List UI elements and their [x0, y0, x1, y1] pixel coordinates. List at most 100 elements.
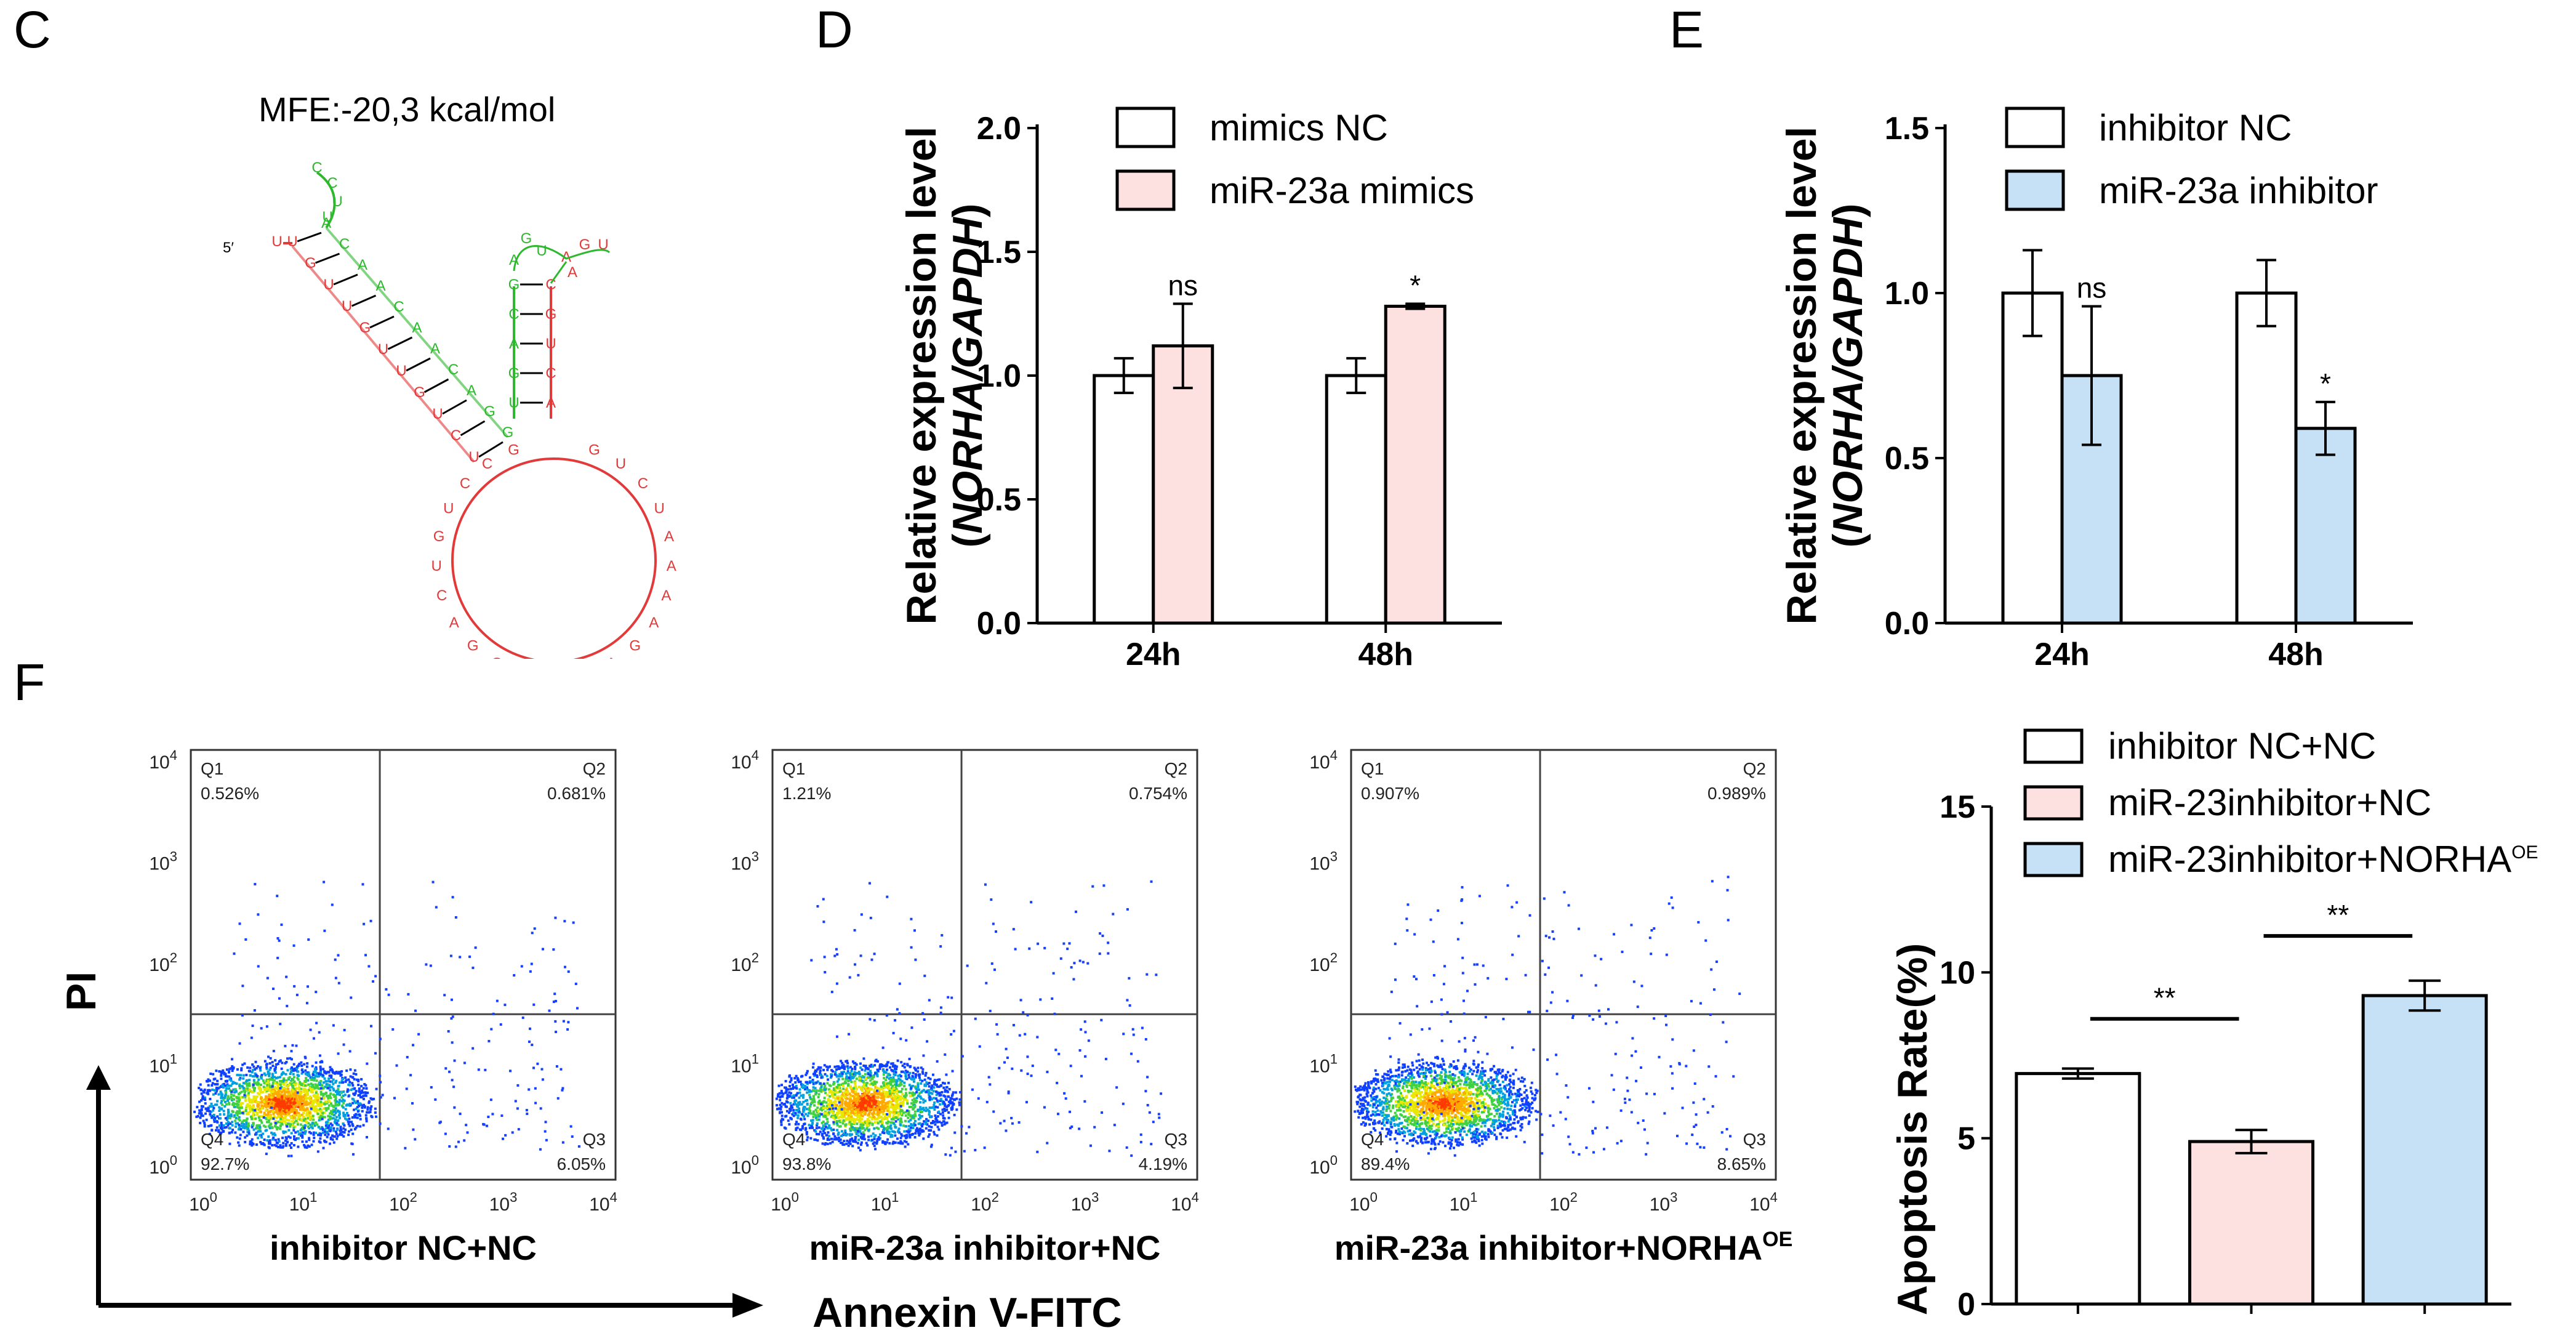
event-dot — [974, 1148, 977, 1151]
event-dot — [448, 1145, 451, 1148]
event-dot — [850, 1111, 853, 1114]
event-dot — [271, 1084, 274, 1087]
event-dot — [284, 1044, 287, 1047]
event-dot — [836, 1080, 839, 1083]
event-dot — [332, 1129, 335, 1132]
event-dot — [313, 1068, 316, 1071]
event-dot — [799, 1081, 802, 1084]
event-dot — [257, 965, 260, 968]
event-dot — [555, 1065, 558, 1068]
event-dot — [291, 1090, 294, 1093]
event-dot — [878, 1090, 881, 1093]
event-dot — [353, 1114, 356, 1118]
base-pair — [406, 357, 431, 372]
event-dot — [819, 1112, 822, 1115]
event-dot — [298, 1086, 301, 1089]
x-tick-label: 101 — [289, 1190, 318, 1215]
event-dot — [828, 1124, 831, 1127]
event-dot — [260, 1115, 263, 1118]
event-dot — [833, 1093, 837, 1096]
event-dot — [354, 1101, 357, 1105]
event-dot — [225, 1103, 228, 1106]
event-dot — [872, 1099, 875, 1102]
event-dot — [253, 1087, 256, 1090]
event-dot — [280, 1067, 283, 1070]
event-dot — [272, 1102, 275, 1105]
event-dot — [944, 1089, 947, 1092]
event-dot — [280, 1090, 283, 1093]
event-dot — [927, 1119, 930, 1122]
event-dot — [273, 1115, 276, 1118]
event-dot — [302, 1105, 305, 1108]
event-dot — [307, 1093, 310, 1096]
event-dot — [335, 1122, 339, 1125]
event-dot — [252, 1124, 255, 1127]
event-dot — [237, 1128, 240, 1131]
event-dot — [806, 1114, 809, 1118]
event-dot — [903, 1063, 906, 1066]
event-dot — [322, 1146, 325, 1150]
event-dot — [296, 1076, 299, 1079]
event-dot — [826, 1142, 829, 1145]
event-dot — [311, 1099, 315, 1102]
event-dot — [905, 1130, 909, 1133]
event-dot — [294, 1108, 297, 1111]
event-dot — [287, 1154, 290, 1158]
event-dot — [358, 1087, 361, 1090]
event-dot — [345, 1079, 348, 1082]
event-dot — [820, 1106, 823, 1109]
event-dot — [204, 1107, 207, 1110]
event-dot — [319, 1105, 323, 1108]
event-dot — [869, 916, 872, 919]
event-dot — [883, 1107, 886, 1110]
event-dot — [329, 1085, 332, 1089]
event-dot — [899, 1117, 902, 1120]
event-dot — [867, 1087, 870, 1090]
event-dot — [925, 1071, 928, 1074]
event-dot — [263, 1088, 266, 1091]
event-dot — [857, 1096, 861, 1099]
event-dot — [840, 1097, 843, 1100]
event-dot — [814, 1108, 817, 1111]
event-dot — [1102, 884, 1105, 887]
event-dot — [289, 1101, 292, 1105]
event-dot — [851, 1103, 854, 1106]
event-dot — [861, 1137, 864, 1140]
event-dot — [885, 1095, 888, 1098]
event-dot — [834, 1097, 837, 1100]
event-dot — [271, 1081, 275, 1084]
event-dot — [905, 1093, 908, 1097]
event-dot — [795, 1094, 798, 1097]
event-dot — [786, 1095, 789, 1098]
legend-label: inhibitor NC — [2099, 107, 2292, 148]
significance-label: ns — [1168, 269, 1198, 301]
event-dot — [238, 1109, 241, 1113]
event-dot — [837, 1086, 840, 1089]
event-dot — [943, 1117, 946, 1120]
event-dot — [244, 938, 247, 941]
event-dot — [241, 985, 244, 988]
event-dot — [889, 1066, 892, 1069]
event-dot — [894, 1086, 897, 1089]
base-pair — [423, 378, 449, 393]
event-dot — [803, 1084, 806, 1087]
event-dot — [899, 1095, 902, 1098]
event-dot — [806, 1136, 809, 1139]
event-dot — [867, 1090, 870, 1093]
event-dot — [319, 1093, 323, 1096]
event-dot — [939, 1103, 942, 1106]
event-dot — [995, 930, 998, 933]
event-dot — [829, 1105, 832, 1108]
event-dot — [281, 1146, 284, 1149]
event-dot — [888, 1094, 891, 1097]
event-dot — [819, 1130, 822, 1134]
event-dot — [853, 1103, 856, 1106]
event-dot — [288, 1076, 291, 1079]
event-dot — [952, 1091, 955, 1094]
event-dot — [854, 1068, 857, 1071]
event-dot — [893, 1095, 896, 1098]
event-dot — [913, 1119, 917, 1122]
event-dot — [904, 1073, 907, 1076]
event-dot — [323, 1097, 326, 1100]
event-dot — [785, 1097, 788, 1100]
